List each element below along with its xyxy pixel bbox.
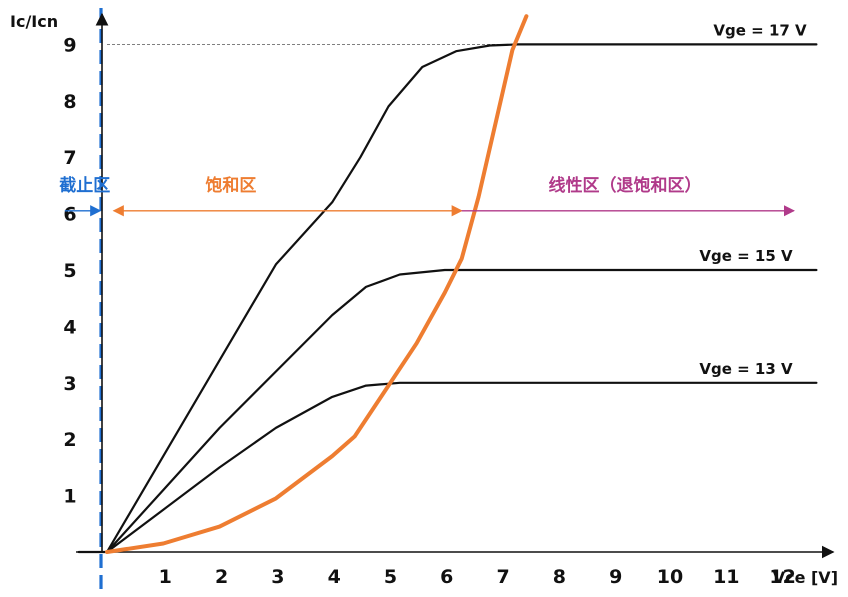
series-label: Vge = 15 V bbox=[699, 247, 793, 265]
y-tick-label: 6 bbox=[63, 204, 76, 226]
region-label: 饱和区 bbox=[205, 175, 256, 196]
y-tick-label: 1 bbox=[63, 486, 76, 508]
y-tick-label: 3 bbox=[63, 373, 76, 395]
x-tick-label: 4 bbox=[328, 566, 341, 588]
reference-lines bbox=[99, 8, 518, 590]
region-annotations: 截止区 饱和区 线性区（退饱和区） bbox=[59, 175, 795, 217]
y-tick-label: 9 bbox=[63, 34, 76, 56]
y-tick-label: 4 bbox=[63, 316, 76, 338]
x-axis-label: Vce [V] bbox=[773, 568, 838, 587]
series-line bbox=[105, 381, 818, 554]
y-tick-label: 7 bbox=[63, 147, 76, 169]
x-tick-label: 7 bbox=[496, 566, 509, 588]
series-label: Vge = 13 V bbox=[699, 360, 793, 378]
series-line bbox=[105, 268, 818, 554]
x-tick-label: 2 bbox=[215, 566, 228, 588]
y-axis-label: Ic/Icn bbox=[10, 12, 58, 31]
y-tick-label: 5 bbox=[63, 260, 76, 282]
x-tick-label: 1 bbox=[159, 566, 172, 588]
series-line bbox=[77, 43, 818, 554]
y-tick-label: 2 bbox=[63, 429, 76, 451]
x-tick-label: 12 bbox=[769, 566, 795, 588]
series-label: Vge = 17 V bbox=[713, 21, 807, 39]
x-tick-label: 5 bbox=[384, 566, 397, 588]
axis-labels: Ic/Icn Vce [V] bbox=[10, 12, 838, 587]
region-label: 线性区（退饱和区） bbox=[548, 175, 701, 196]
x-tick-label: 8 bbox=[553, 566, 566, 588]
x-tick-label: 6 bbox=[440, 566, 453, 588]
x-tick-label: 9 bbox=[609, 566, 622, 588]
region-label: 截止区 bbox=[59, 175, 110, 196]
series-curves: Vge = 17 V Vge = 15 V Vge = 13 V bbox=[77, 14, 818, 554]
x-tick-label: 11 bbox=[713, 566, 739, 588]
saturation-boundary-curve bbox=[105, 14, 529, 554]
y-tick-label: 8 bbox=[63, 91, 76, 113]
x-tick-label: 3 bbox=[271, 566, 284, 588]
x-tick-label: 10 bbox=[657, 566, 683, 588]
